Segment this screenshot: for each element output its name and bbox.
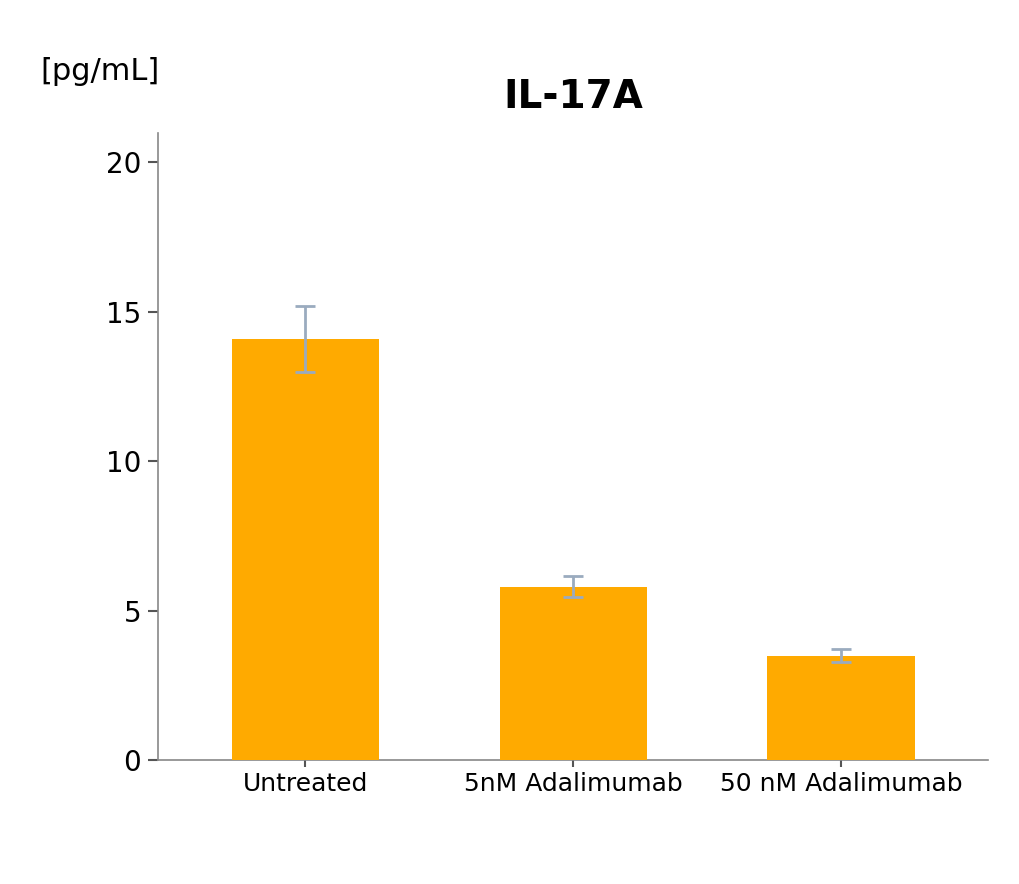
Bar: [499, 587, 647, 760]
Bar: [231, 339, 379, 760]
Text: [pg/mL]: [pg/mL]: [41, 57, 160, 87]
Bar: [767, 656, 915, 760]
Title: IL-17A: IL-17A: [503, 78, 643, 116]
